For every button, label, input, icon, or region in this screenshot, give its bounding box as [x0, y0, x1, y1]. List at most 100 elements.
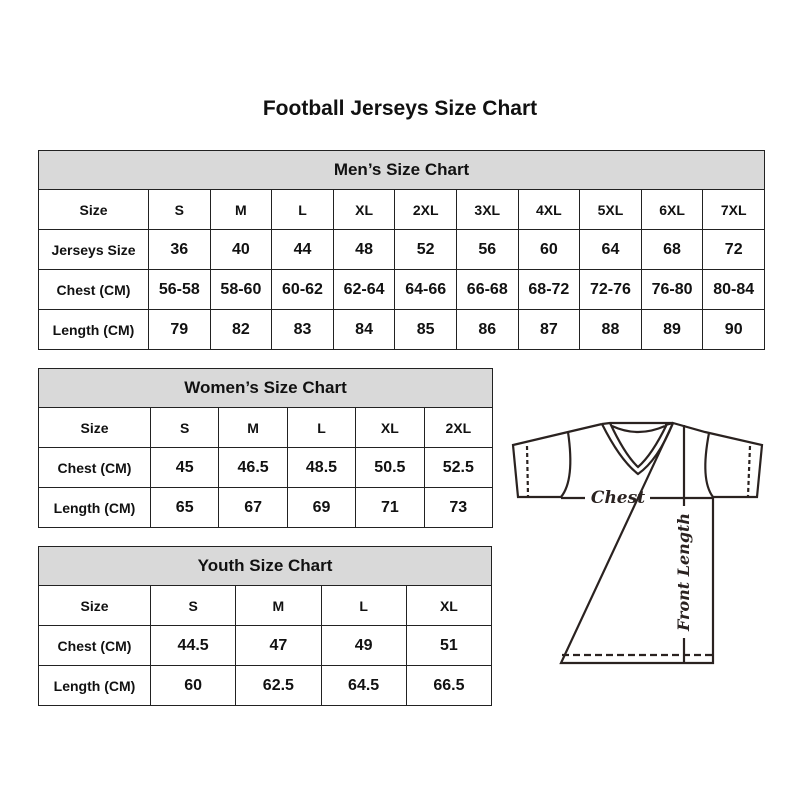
row-label: Jerseys Size: [38, 229, 149, 270]
table-cell: XL: [405, 585, 493, 626]
table-cell: S: [149, 407, 220, 448]
row-label: Size: [38, 407, 151, 448]
table-cell: 2XL: [423, 407, 494, 448]
table-cell: 60: [517, 229, 581, 270]
table-cell: 4XL: [517, 189, 581, 230]
table-cell: 73: [423, 487, 494, 528]
table-cell: 52.5: [423, 447, 494, 488]
table-cell: 83: [271, 309, 334, 350]
womens-size-table: Women’s Size Chart Size S M L XL 2XL Chest (CM)…: [37, 368, 494, 528]
table-cell: 82: [209, 309, 273, 350]
table-cell: 46.5: [218, 447, 288, 488]
collar: [601, 421, 675, 476]
table-row: Size S M L XL 2XL 3XL 4XL 5XL 6XL 7XL: [38, 189, 766, 230]
row-label: Chest (CM): [38, 269, 149, 310]
table-cell: 58-60: [209, 269, 273, 310]
table-cell: 84: [332, 309, 396, 350]
table-cell: 2XL: [394, 189, 457, 230]
page-title: Football Jerseys Size Chart: [262, 97, 538, 120]
table-cell: 6XL: [640, 189, 704, 230]
row-label: Length (CM): [38, 309, 149, 350]
table-cell: M: [209, 189, 273, 230]
table-cell: 45: [149, 447, 220, 488]
table-cell: 56-58: [148, 269, 211, 310]
table-cell: 47: [235, 625, 322, 666]
table-row: Jerseys Size 36 40 44 48 52 56 60 64 68 72: [38, 229, 766, 270]
row-label: Chest (CM): [38, 625, 151, 666]
table-cell: 89: [640, 309, 704, 350]
table-cell: L: [320, 585, 407, 626]
table-cell: 72-76: [579, 269, 642, 310]
table-cell: 66.5: [405, 665, 493, 706]
row-label: Length (CM): [38, 665, 151, 706]
table-cell: 80-84: [702, 269, 766, 310]
table-cell: 76-80: [640, 269, 704, 310]
table-cell: 64.5: [320, 665, 407, 706]
table-cell: 71: [355, 487, 425, 528]
table-cell: L: [286, 407, 357, 448]
men-table-title: Men’s Size Chart: [37, 150, 766, 190]
row-label: Chest (CM): [38, 447, 151, 488]
table-cell: S: [149, 585, 237, 626]
table-cell: 72: [702, 229, 766, 270]
women-table-title: Women’s Size Chart: [37, 368, 494, 408]
table-cell: 68: [640, 229, 704, 270]
table-cell: 7XL: [702, 189, 766, 230]
row-label: Size: [38, 585, 151, 626]
table-cell: 36: [148, 229, 211, 270]
row-label: Size: [38, 189, 149, 230]
table-row: Length (CM) 79 82 83 84 85 86 87 88 89 90: [38, 309, 766, 350]
table-cell: 62.5: [235, 665, 322, 706]
table-cell: 60: [149, 665, 237, 706]
table-cell: 3XL: [455, 189, 519, 230]
table-cell: M: [218, 407, 288, 448]
sleeve-hem-left: [525, 445, 530, 497]
table-cell: 48.5: [286, 447, 357, 488]
table-cell: 65: [149, 487, 220, 528]
table-cell: 88: [579, 309, 642, 350]
table-cell: 87: [517, 309, 581, 350]
table-cell: 85: [394, 309, 457, 350]
youth-size-table: Youth Size Chart Size S M L XL Chest (CM) 44.5 4…: [37, 546, 493, 706]
right-armhole: [704, 432, 714, 498]
table-row: Length (CM) 65 67 69 71 73: [38, 487, 494, 528]
table-cell: L: [271, 189, 334, 230]
table-row: Size S M L XL: [38, 585, 493, 626]
table-row: Size S M L XL 2XL: [38, 407, 494, 448]
table-cell: 48: [332, 229, 396, 270]
table-cell: 56: [455, 229, 519, 270]
youth-table-title: Youth Size Chart: [37, 546, 493, 586]
table-cell: 90: [702, 309, 766, 350]
front-length-label: Front Length: [674, 513, 693, 632]
table-cell: 51: [405, 625, 493, 666]
table-cell: 5XL: [579, 189, 642, 230]
table-row: Chest (CM) 56-58 58-60 60-62 62-64 64-66 66-68…: [38, 269, 766, 310]
chest-label: Chest: [591, 488, 645, 508]
row-label: Length (CM): [38, 487, 151, 528]
table-row: Length (CM) 60 62.5 64.5 66.5: [38, 665, 493, 706]
table-cell: M: [235, 585, 322, 626]
table-cell: 44: [271, 229, 334, 270]
table-cell: XL: [332, 189, 396, 230]
table-cell: 50.5: [355, 447, 425, 488]
table-cell: 44.5: [149, 625, 237, 666]
table-cell: 86: [455, 309, 519, 350]
table-cell: 60-62: [271, 269, 334, 310]
table-cell: 66-68: [455, 269, 519, 310]
table-cell: 69: [286, 487, 357, 528]
table-cell: 79: [148, 309, 211, 350]
jersey-outline: [511, 421, 764, 665]
table-row: Chest (CM) 45 46.5 48.5 50.5 52.5: [38, 447, 494, 488]
jersey-diagram: Chest Front Length: [511, 421, 764, 665]
sleeve-hem-right: [746, 445, 752, 497]
mens-size-table: Men’s Size Chart Size S M L XL 2XL 3XL 4XL 5XL 6XL…: [37, 150, 766, 350]
table-cell: 62-64: [332, 269, 396, 310]
table-cell: S: [148, 189, 211, 230]
table-row: Chest (CM) 44.5 47 49 51: [38, 625, 493, 666]
table-cell: 49: [320, 625, 407, 666]
table-cell: 52: [394, 229, 457, 270]
table-cell: 67: [218, 487, 288, 528]
table-cell: 40: [209, 229, 273, 270]
table-cell: 64: [579, 229, 642, 270]
